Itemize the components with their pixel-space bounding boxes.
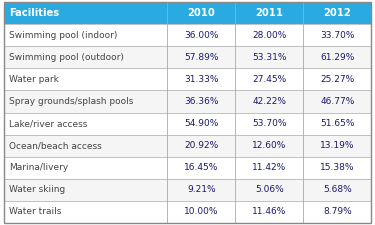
Text: 61.29%: 61.29% — [320, 53, 354, 62]
Text: 51.65%: 51.65% — [320, 119, 354, 128]
Text: 2011: 2011 — [255, 8, 283, 18]
Text: 8.79%: 8.79% — [323, 207, 352, 216]
Bar — [4, 135, 371, 157]
Text: 46.77%: 46.77% — [320, 97, 354, 106]
Bar — [4, 112, 371, 135]
Text: 53.31%: 53.31% — [252, 53, 286, 62]
Text: Facilities: Facilities — [9, 8, 59, 18]
Text: 5.06%: 5.06% — [255, 185, 284, 194]
Bar — [4, 46, 371, 68]
Text: 25.27%: 25.27% — [320, 75, 354, 84]
Text: 2010: 2010 — [188, 8, 215, 18]
Text: 12.60%: 12.60% — [252, 141, 286, 150]
Text: 20.92%: 20.92% — [184, 141, 218, 150]
Text: Marina/livery: Marina/livery — [9, 163, 69, 172]
Text: Spray grounds/splash pools: Spray grounds/splash pools — [9, 97, 134, 106]
Text: 31.33%: 31.33% — [184, 75, 219, 84]
Text: 27.45%: 27.45% — [252, 75, 286, 84]
Text: 33.70%: 33.70% — [320, 31, 354, 40]
Text: 42.22%: 42.22% — [252, 97, 286, 106]
Bar — [4, 90, 371, 112]
Text: 53.70%: 53.70% — [252, 119, 286, 128]
Bar — [4, 201, 371, 223]
Text: 15.38%: 15.38% — [320, 163, 354, 172]
Text: 11.42%: 11.42% — [252, 163, 286, 172]
Text: Water skiing: Water skiing — [9, 185, 66, 194]
Bar — [4, 24, 371, 46]
Text: 13.19%: 13.19% — [320, 141, 354, 150]
Bar — [4, 179, 371, 201]
Bar — [4, 2, 371, 24]
Bar — [4, 157, 371, 179]
Text: 9.21%: 9.21% — [187, 185, 216, 194]
Text: 16.45%: 16.45% — [184, 163, 219, 172]
Text: Water trails: Water trails — [9, 207, 62, 216]
Text: Swimming pool (indoor): Swimming pool (indoor) — [9, 31, 118, 40]
Text: Swimming pool (outdoor): Swimming pool (outdoor) — [9, 53, 124, 62]
Text: 28.00%: 28.00% — [252, 31, 286, 40]
Text: 11.46%: 11.46% — [252, 207, 286, 216]
Text: Water park: Water park — [9, 75, 59, 84]
Bar — [4, 68, 371, 90]
Text: 2012: 2012 — [323, 8, 351, 18]
Text: 10.00%: 10.00% — [184, 207, 219, 216]
Text: Lake/river access: Lake/river access — [9, 119, 88, 128]
Text: 36.00%: 36.00% — [184, 31, 219, 40]
Text: 54.90%: 54.90% — [184, 119, 219, 128]
Text: 57.89%: 57.89% — [184, 53, 219, 62]
Text: 36.36%: 36.36% — [184, 97, 219, 106]
Text: 5.68%: 5.68% — [323, 185, 352, 194]
Text: Ocean/beach access: Ocean/beach access — [9, 141, 102, 150]
